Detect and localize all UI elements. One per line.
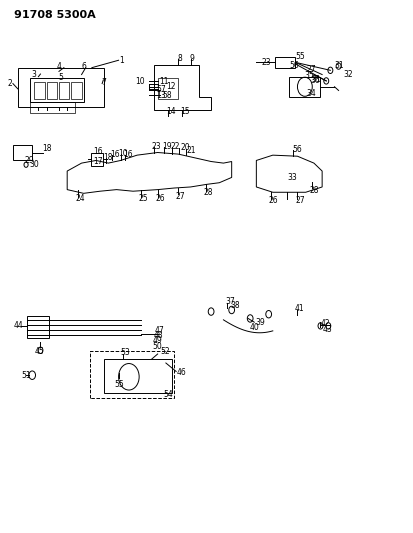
Text: 28: 28 (203, 188, 213, 197)
Text: 30: 30 (29, 160, 39, 169)
Text: 27: 27 (176, 192, 185, 201)
Text: 17: 17 (93, 157, 103, 166)
Text: 52: 52 (160, 347, 169, 356)
Text: 35: 35 (304, 71, 314, 80)
Text: 7: 7 (101, 78, 106, 87)
Text: 49: 49 (152, 336, 162, 345)
Text: 53: 53 (120, 349, 130, 358)
Text: 16: 16 (110, 150, 120, 159)
Text: 13: 13 (156, 91, 165, 100)
Text: 14: 14 (166, 107, 175, 116)
Text: 46: 46 (176, 368, 186, 377)
Text: 36: 36 (310, 76, 320, 85)
Text: 3: 3 (32, 69, 37, 78)
Text: 23: 23 (261, 58, 270, 67)
Text: 29: 29 (24, 156, 33, 165)
Text: 16: 16 (123, 150, 133, 159)
Text: 12: 12 (166, 82, 175, 91)
Text: 34: 34 (306, 89, 316, 98)
Text: 58: 58 (162, 91, 172, 100)
Text: 18: 18 (43, 144, 52, 154)
Text: 50: 50 (152, 342, 161, 351)
Text: 40: 40 (249, 323, 259, 332)
Text: 31: 31 (334, 61, 343, 70)
Text: 55: 55 (114, 380, 124, 389)
Text: 22: 22 (171, 142, 180, 151)
Text: 25: 25 (138, 193, 148, 203)
Text: 51: 51 (21, 370, 31, 379)
Text: 32: 32 (343, 69, 352, 78)
Text: 21: 21 (186, 147, 195, 156)
Text: 26: 26 (155, 193, 164, 203)
Text: 28: 28 (309, 185, 318, 195)
Text: 44: 44 (14, 321, 24, 330)
Text: 56: 56 (289, 61, 298, 70)
Text: 9: 9 (189, 54, 194, 62)
Text: 45: 45 (34, 347, 44, 356)
Text: 1: 1 (119, 56, 123, 64)
Text: 48: 48 (153, 331, 163, 340)
Text: 43: 43 (321, 325, 331, 334)
Text: 26: 26 (268, 196, 277, 205)
Text: 27: 27 (306, 65, 316, 74)
Text: 23: 23 (151, 142, 161, 151)
Text: 55: 55 (294, 52, 304, 61)
Text: 2: 2 (7, 79, 12, 88)
Text: 57: 57 (157, 85, 166, 94)
Text: 18: 18 (103, 153, 113, 162)
Text: 33: 33 (287, 173, 297, 182)
Text: 6: 6 (81, 62, 86, 71)
Text: 54: 54 (164, 390, 173, 399)
Text: 91708 5300A: 91708 5300A (14, 10, 95, 20)
Text: 41: 41 (294, 304, 304, 313)
Text: 47: 47 (154, 326, 164, 335)
Text: 38: 38 (230, 301, 240, 310)
Text: 4: 4 (56, 62, 61, 71)
Text: 56: 56 (292, 145, 301, 154)
Text: 16: 16 (93, 147, 103, 156)
Text: 42: 42 (320, 319, 329, 328)
Text: 39: 39 (255, 318, 265, 327)
Text: 31: 31 (310, 75, 320, 84)
Text: 11: 11 (159, 77, 168, 86)
Text: 8: 8 (177, 54, 182, 62)
Text: 27: 27 (294, 196, 304, 205)
Text: 15: 15 (179, 107, 189, 116)
Text: 10: 10 (118, 149, 128, 158)
Text: 5: 5 (58, 72, 63, 82)
Text: 37: 37 (225, 297, 234, 306)
Text: 20: 20 (180, 143, 190, 152)
Text: 10: 10 (135, 77, 144, 86)
Text: 19: 19 (161, 142, 171, 151)
Text: 24: 24 (75, 193, 85, 203)
